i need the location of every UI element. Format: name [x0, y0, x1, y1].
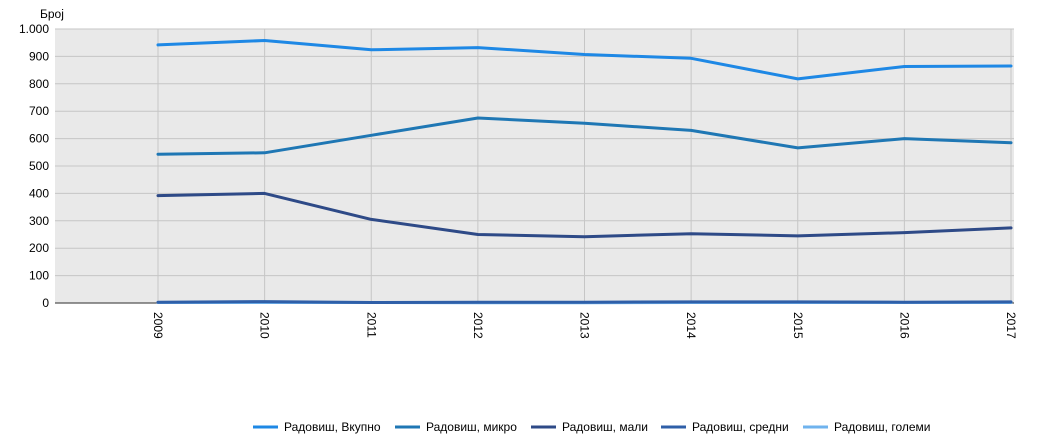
- y-tick-label: 600: [29, 132, 49, 146]
- y-tick-label: 500: [29, 159, 49, 173]
- x-tick-label: 2017: [1004, 312, 1018, 339]
- x-tick-label: 2010: [258, 312, 272, 339]
- x-tick-label: 2012: [471, 312, 485, 339]
- legend-label: Радовиш, микро: [426, 420, 517, 434]
- y-tick-label: 100: [29, 269, 49, 283]
- legend-label: Радовиш, Вкупно: [284, 420, 381, 434]
- y-tick-label: 300: [29, 214, 49, 228]
- legend-label: Радовиш, мали: [562, 420, 648, 434]
- x-tick-label: 2009: [151, 312, 165, 339]
- y-axis-ticks: 0 100 200 300 400 500 600 700 800 900 1.000: [19, 22, 49, 310]
- y-tick-label: 400: [29, 186, 49, 200]
- series-line: [156, 39, 1013, 81]
- series-line: [156, 191, 1013, 239]
- x-tick-label: 2015: [791, 312, 805, 339]
- series-line: [156, 116, 1013, 156]
- x-tick-label: 2014: [684, 312, 698, 339]
- grid-lines: [55, 28, 1014, 304]
- x-tick-label: 2016: [897, 312, 911, 339]
- y-tick-label: 900: [29, 49, 49, 63]
- x-tick-label: 2013: [578, 312, 592, 339]
- y-tick-label: 800: [29, 77, 49, 91]
- x-tick-label: 2011: [364, 312, 378, 338]
- y-axis-label: Број: [40, 7, 64, 21]
- y-tick-label: 1.000: [19, 22, 49, 36]
- series-line: [156, 300, 1013, 304]
- series-lines: [156, 39, 1013, 305]
- legend-label: Радовиш, големи: [834, 420, 930, 434]
- y-tick-label: 0: [42, 296, 49, 310]
- legend-label: Радовиш, средни: [692, 420, 789, 434]
- y-tick-label: 700: [29, 104, 49, 118]
- legend: Радовиш, Вкупно Радовиш, микро Радовиш, ма…: [253, 420, 930, 434]
- x-axis-ticks: 2009 2010 2011 2012 2013 2014 2015 2016 2017: [151, 312, 1018, 339]
- y-tick-label: 200: [29, 241, 49, 255]
